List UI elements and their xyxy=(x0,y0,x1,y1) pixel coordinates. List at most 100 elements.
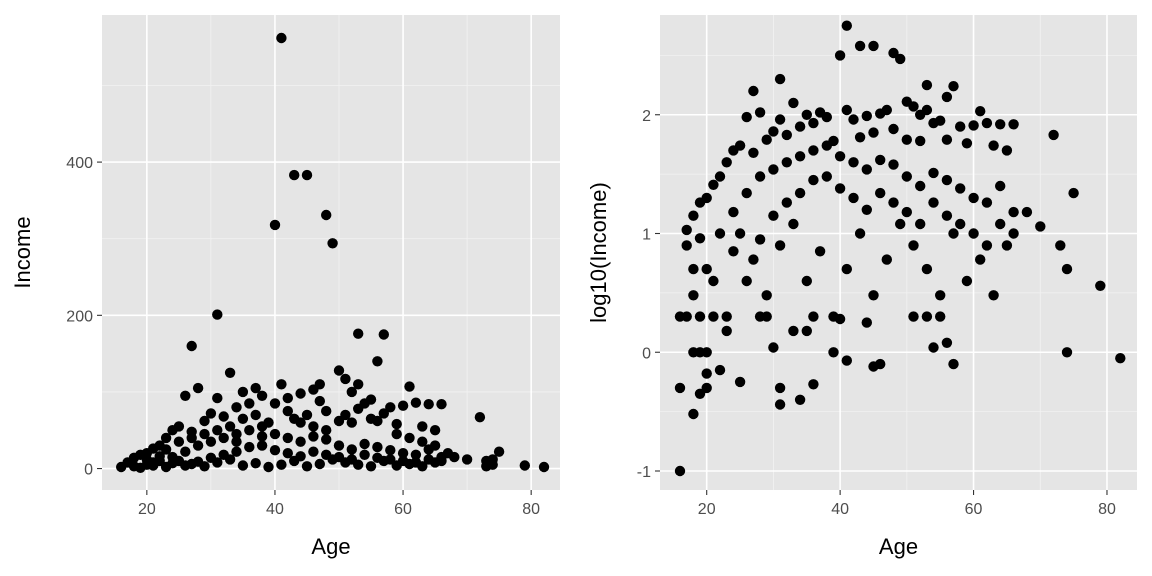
data-point xyxy=(295,451,306,462)
data-point xyxy=(881,104,892,116)
data-point xyxy=(276,459,287,470)
data-point xyxy=(423,399,434,410)
panel-background xyxy=(660,15,1137,490)
data-point xyxy=(256,421,268,432)
data-point xyxy=(436,399,447,410)
data-point xyxy=(935,290,946,301)
data-point xyxy=(135,462,146,473)
data-point xyxy=(888,47,899,59)
data-point xyxy=(404,381,415,392)
data-point xyxy=(397,455,409,467)
data-point xyxy=(694,197,706,208)
data-point xyxy=(1048,129,1059,141)
data-point xyxy=(231,436,242,447)
data-point xyxy=(861,317,872,328)
data-point xyxy=(841,355,852,366)
data-point xyxy=(701,347,712,358)
data-point xyxy=(429,440,441,451)
data-point xyxy=(981,197,993,208)
data-point xyxy=(224,421,236,432)
data-point xyxy=(834,50,846,61)
data-point xyxy=(346,454,357,465)
right-panel-log-income-vs-age: 20 40 60 80 -1 0 1 2 Age log10(Income) xyxy=(586,15,1137,559)
data-point xyxy=(282,432,293,444)
data-point xyxy=(694,233,706,244)
data-point xyxy=(167,458,178,469)
data-point xyxy=(928,342,939,353)
data-point xyxy=(378,408,389,419)
data-point xyxy=(519,460,530,471)
x-tick-label: 60 xyxy=(394,501,412,518)
data-point xyxy=(861,110,872,122)
data-point xyxy=(741,187,752,199)
data-point xyxy=(308,421,319,432)
data-point xyxy=(928,197,939,208)
data-point xyxy=(788,218,799,230)
data-point xyxy=(410,449,422,460)
data-point xyxy=(314,379,325,390)
data-point xyxy=(417,421,428,432)
data-point xyxy=(365,394,377,405)
data-point xyxy=(781,197,792,208)
data-point xyxy=(995,180,1006,192)
data-point xyxy=(688,290,699,301)
data-point xyxy=(774,114,786,125)
data-point xyxy=(774,73,786,85)
data-point xyxy=(774,399,786,410)
data-point xyxy=(768,210,779,221)
data-point xyxy=(231,446,242,457)
data-point xyxy=(308,446,319,457)
data-point xyxy=(681,311,692,322)
data-point xyxy=(417,436,428,447)
data-point xyxy=(372,452,383,463)
data-point xyxy=(244,425,255,436)
data-point xyxy=(908,311,919,322)
data-point xyxy=(888,123,899,135)
data-point xyxy=(681,240,692,251)
data-point xyxy=(1055,240,1066,251)
data-point xyxy=(1008,206,1019,218)
data-point xyxy=(928,167,939,179)
data-point xyxy=(781,157,792,168)
data-point xyxy=(768,164,779,175)
data-point xyxy=(385,454,396,465)
data-point xyxy=(276,32,287,44)
data-point xyxy=(256,390,268,401)
data-point xyxy=(955,183,966,194)
data-point xyxy=(346,417,357,428)
data-point xyxy=(708,275,719,287)
data-point xyxy=(788,325,799,337)
y-tick-label: -1 xyxy=(637,464,651,481)
data-point xyxy=(493,446,505,457)
data-point xyxy=(728,145,739,156)
data-point xyxy=(359,438,370,450)
data-point xyxy=(748,147,759,158)
data-point xyxy=(981,240,993,251)
data-point xyxy=(295,436,306,447)
data-point xyxy=(436,455,447,467)
data-point xyxy=(160,432,172,444)
data-point xyxy=(774,240,786,251)
data-point xyxy=(821,140,832,151)
data-point xyxy=(378,329,389,340)
data-point xyxy=(988,140,999,151)
data-point xyxy=(474,412,486,423)
data-point xyxy=(410,457,422,468)
data-point xyxy=(180,390,191,401)
data-point xyxy=(921,79,933,91)
y-tick-label: 0 xyxy=(642,345,651,362)
data-point xyxy=(721,157,732,168)
data-point xyxy=(346,386,357,398)
data-point xyxy=(848,192,859,204)
data-point xyxy=(327,238,338,249)
data-point xyxy=(192,456,204,467)
data-point xyxy=(935,311,946,322)
data-point xyxy=(701,382,712,394)
data-point xyxy=(848,157,859,168)
data-point xyxy=(941,337,953,348)
data-point xyxy=(321,449,332,460)
data-point xyxy=(768,126,779,137)
data-point xyxy=(895,53,906,65)
data-point xyxy=(674,382,686,394)
